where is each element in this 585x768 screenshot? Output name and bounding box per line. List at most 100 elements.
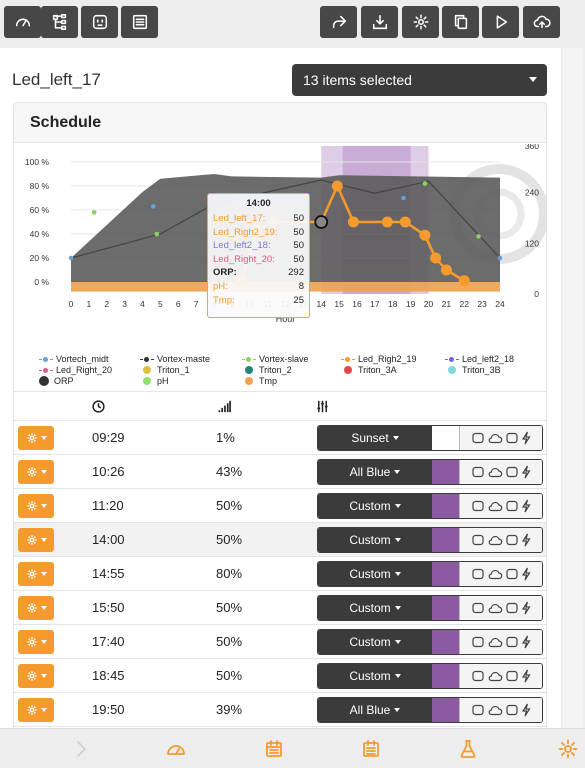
- row-settings-button[interactable]: [18, 562, 54, 586]
- copy-button[interactable]: [442, 6, 479, 38]
- color-swatch[interactable]: [432, 426, 459, 450]
- weather-toggles[interactable]: [459, 562, 542, 586]
- x-tick-label: 20: [424, 299, 434, 309]
- weather-toggles[interactable]: [459, 630, 542, 654]
- row-preset-group: All Blue: [317, 697, 543, 723]
- series-point: [476, 234, 481, 239]
- legend-item[interactable]: Triton_3B: [445, 365, 501, 375]
- weather-toggles[interactable]: [459, 596, 542, 620]
- preset-dropdown[interactable]: All Blue: [318, 698, 432, 722]
- color-swatch[interactable]: [432, 596, 459, 620]
- preset-dropdown[interactable]: Custom: [318, 494, 432, 518]
- outlet-button[interactable]: [81, 6, 118, 38]
- nav-calendar-button[interactable]: [263, 738, 285, 760]
- y-tick-label: 100 %: [25, 157, 50, 167]
- legend-item[interactable]: Triton_2: [242, 365, 292, 375]
- tooltip-row: ORP: 292: [213, 267, 304, 281]
- color-swatch[interactable]: [432, 494, 459, 518]
- cloud-icon: [488, 671, 503, 682]
- gear-icon: [26, 705, 37, 715]
- table-row: 09:29 1% Sunset: [14, 421, 546, 455]
- color-swatch[interactable]: [432, 460, 459, 484]
- weather-toggles[interactable]: [459, 664, 542, 688]
- table-row: 14:00 50% Custom: [14, 523, 546, 557]
- preset-dropdown[interactable]: All Blue: [318, 460, 432, 484]
- legend-marker: [242, 355, 256, 363]
- square-icon: [472, 466, 484, 478]
- preset-label: Custom: [349, 635, 391, 649]
- row-time: 15:50: [92, 600, 125, 615]
- preset-dropdown[interactable]: Custom: [318, 596, 432, 620]
- legend-item[interactable]: ORP: [39, 376, 74, 386]
- nav-settings-button[interactable]: [557, 738, 579, 760]
- preset-dropdown[interactable]: Custom: [318, 562, 432, 586]
- nav-lab-button[interactable]: [457, 738, 479, 760]
- nav-forward-button[interactable]: [70, 738, 92, 760]
- color-swatch[interactable]: [432, 698, 459, 722]
- led-left-17-point: [399, 216, 411, 228]
- legend-item[interactable]: Triton_3A: [341, 365, 397, 375]
- legend-label: Triton_2: [259, 365, 292, 375]
- led-left-17-point: [430, 252, 442, 264]
- schedule-chart[interactable]: 0 % 20 % 40 % 60 % 80 % 100 % 0 120 240 360 0 1 2 3 4 5…: [14, 144, 546, 336]
- weather-toggles[interactable]: [459, 426, 542, 450]
- row-settings-button[interactable]: [18, 596, 54, 620]
- outlet-icon: [92, 14, 107, 30]
- preset-dropdown[interactable]: Custom: [318, 664, 432, 688]
- row-settings-button[interactable]: [18, 426, 54, 450]
- legend-item[interactable]: Vortex-slave: [242, 354, 309, 364]
- legend-item[interactable]: Led_Righ2_19: [341, 354, 417, 364]
- hierarchy-button[interactable]: [41, 6, 78, 38]
- schedule-list-icon: [363, 740, 379, 757]
- tooltip-row: pH: 8: [213, 281, 304, 295]
- items-select-dropdown[interactable]: 13 items selected: [292, 64, 547, 96]
- nav-schedule-button[interactable]: [360, 738, 382, 760]
- gear-icon: [26, 535, 37, 545]
- play-button[interactable]: [482, 6, 519, 38]
- row-settings-button[interactable]: [18, 664, 54, 688]
- color-swatch[interactable]: [432, 562, 459, 586]
- x-tick-label: 4: [140, 299, 145, 309]
- cloud-upload-button[interactable]: [523, 6, 560, 38]
- preset-dropdown[interactable]: Custom: [318, 528, 432, 552]
- legend-item[interactable]: Vortex-maste: [140, 354, 210, 364]
- legend-item[interactable]: pH: [140, 376, 169, 386]
- chevron-down-icon: [392, 436, 399, 440]
- legend-item[interactable]: Tmp: [242, 376, 277, 386]
- row-settings-button[interactable]: [18, 460, 54, 484]
- x-tick-label: 1: [87, 299, 92, 309]
- dashboard-button[interactable]: [4, 6, 41, 38]
- list-button[interactable]: [121, 6, 158, 38]
- row-settings-button[interactable]: [18, 698, 54, 722]
- preset-label: Custom: [349, 499, 391, 513]
- tooltip-row: Tmp: 25: [213, 295, 304, 309]
- legend-item[interactable]: Vortech_midt: [39, 354, 109, 364]
- color-swatch[interactable]: [432, 630, 459, 654]
- settings-button[interactable]: [402, 6, 439, 38]
- square-icon: [506, 500, 518, 512]
- color-swatch[interactable]: [432, 664, 459, 688]
- preset-dropdown[interactable]: Custom: [318, 630, 432, 654]
- download-button[interactable]: [361, 6, 398, 38]
- row-settings-button[interactable]: [18, 630, 54, 654]
- list-icon: [132, 14, 147, 30]
- color-swatch[interactable]: [432, 528, 459, 552]
- nav-dashboard-button[interactable]: [165, 738, 187, 760]
- weather-toggles[interactable]: [459, 698, 542, 722]
- row-settings-button[interactable]: [18, 528, 54, 552]
- scrollbar[interactable]: [563, 48, 583, 728]
- legend-item[interactable]: Led_left2_18: [445, 354, 514, 364]
- weather-toggles[interactable]: [459, 460, 542, 484]
- weather-toggles[interactable]: [459, 528, 542, 552]
- row-settings-button[interactable]: [18, 494, 54, 518]
- main-panel: Led_left_17 13 items selected Schedule 0…: [0, 48, 561, 728]
- play-icon: [496, 15, 507, 29]
- weather-toggles[interactable]: [459, 494, 542, 518]
- device-title: Led_left_17: [12, 70, 101, 89]
- share-button[interactable]: [320, 6, 357, 38]
- highlight-point: [314, 215, 329, 229]
- legend-item[interactable]: Led_Right_20: [39, 365, 112, 375]
- preset-dropdown[interactable]: Sunset: [318, 426, 432, 450]
- chevron-down-icon: [394, 572, 401, 576]
- legend-item[interactable]: Triton_1: [140, 365, 190, 375]
